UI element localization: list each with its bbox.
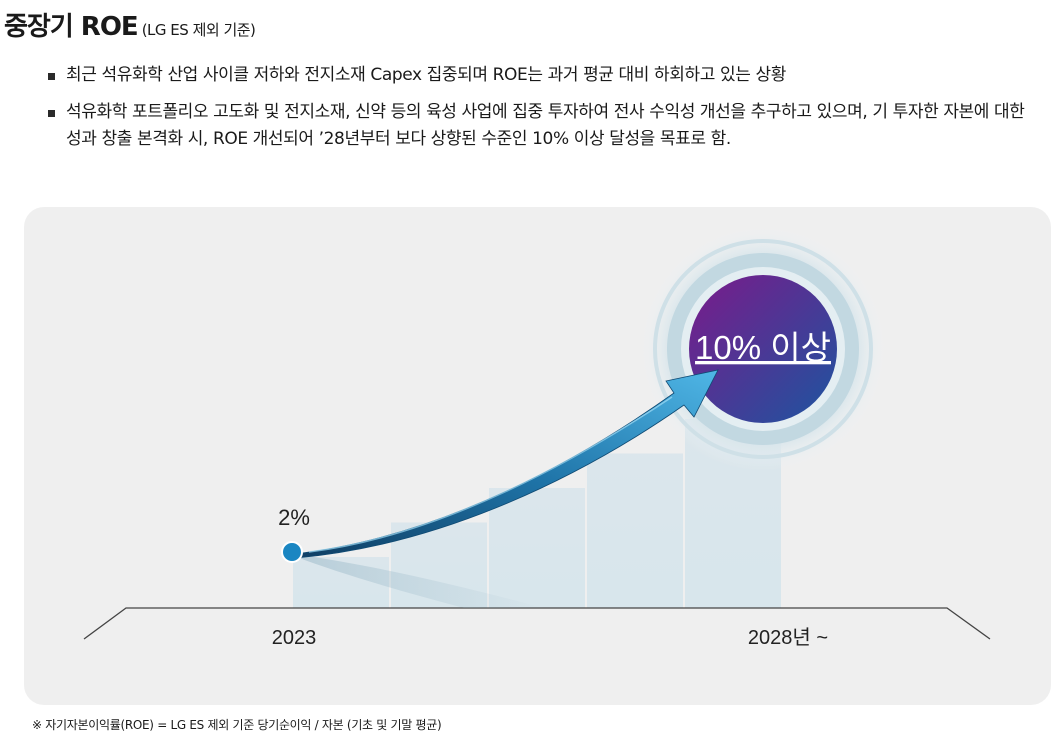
page-title: 중장기 ROE (LG ES 제외 기준): [4, 6, 256, 43]
arrow-shadow: [294, 554, 544, 608]
data-point-2023: [281, 541, 303, 563]
target-circle: [689, 275, 837, 423]
title-sub: (LG ES 제외 기준): [141, 21, 256, 39]
x-tick-label-2023: 2023: [272, 627, 317, 649]
arrow-highlight: [308, 396, 673, 553]
arrow-layer: [293, 369, 719, 559]
base-layer: [83, 607, 991, 640]
bullet-item: 석유화학 포트폴리오 고도화 및 전지소재, 신약 등의 육성 사업에 집중 투…: [46, 99, 1036, 153]
bullet-list: 최근 석유화학 산업 사이클 저하와 전지소재 Capex 집중되며 ROE는 …: [46, 62, 1036, 163]
chart-panel: 2% 10% 이상 2023 2028년 ~: [24, 207, 1051, 705]
labels-layer: 2% 10% 이상 2023 2028년 ~: [272, 329, 831, 649]
data-label-target: 10% 이상: [695, 329, 831, 366]
x-tick-label-2028: 2028년 ~: [748, 626, 828, 649]
progress-bar: [587, 453, 683, 608]
title-main: 중장기 ROE: [4, 12, 139, 42]
data-label-start: 2%: [278, 505, 310, 530]
roe-chart: 2% 10% 이상 2023 2028년 ~: [83, 227, 991, 649]
bullet-item: 최근 석유화학 산업 사이클 저하와 전지소재 Capex 집중되며 ROE는 …: [46, 62, 1036, 89]
footnote: ※ 자기자본이익률(ROE) = LG ES 제외 기준 당기순이익 / 자본 …: [32, 718, 442, 732]
progress-bar: [489, 488, 585, 608]
target-outer-ring: [653, 239, 873, 459]
baseline-axis: [83, 607, 991, 640]
shadow-layer: [294, 554, 544, 608]
target-layer: [641, 227, 885, 471]
points-layer: [281, 541, 303, 563]
